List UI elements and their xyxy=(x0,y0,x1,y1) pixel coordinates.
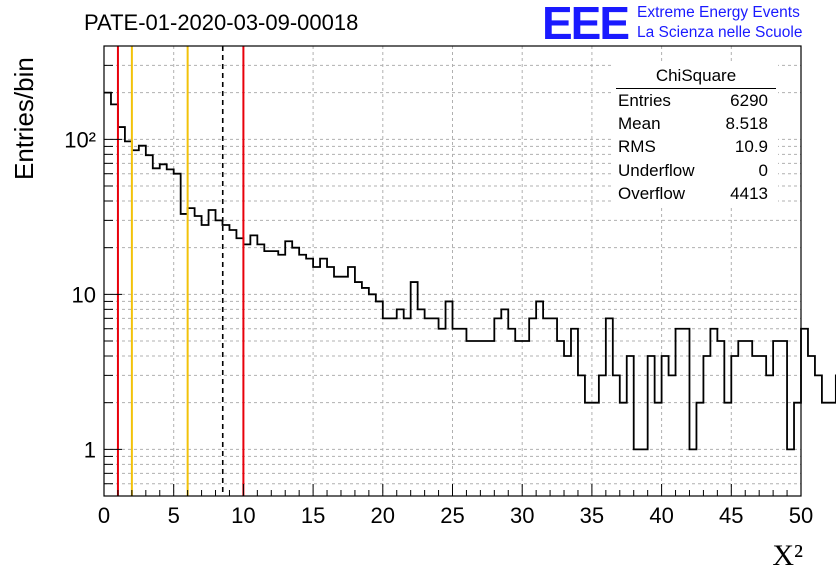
x-tick-label: 30 xyxy=(510,503,534,528)
x-tick-label: 0 xyxy=(98,503,110,528)
y-tick-label: 1 xyxy=(84,437,96,462)
histogram-series xyxy=(104,91,836,451)
logo-mark: EEE xyxy=(542,0,630,49)
x-tick-label: 40 xyxy=(649,503,673,528)
x-tick-label: 10 xyxy=(231,503,255,528)
x-tick-label: 50 xyxy=(789,503,813,528)
y-axis: 1 10 10² xyxy=(64,45,122,497)
stats-value: 10.9 xyxy=(734,137,768,157)
logo-line1: Extreme Energy Events xyxy=(637,4,800,21)
stats-key: Entries xyxy=(618,91,671,110)
y-tick-label: 10² xyxy=(64,127,96,152)
stats-key: RMS xyxy=(618,137,656,157)
x-tick-label: 45 xyxy=(719,503,743,528)
x-axis: 0 5 10 15 20 25 30 35 40 45 50 xyxy=(98,484,813,528)
x-tick-label: 20 xyxy=(371,503,395,528)
y-tick-label: 10 xyxy=(72,282,96,307)
stats-row-underflow: Underflow 0 xyxy=(612,159,778,182)
x-tick-label: 15 xyxy=(301,503,325,528)
stats-value: 8.518 xyxy=(725,114,768,134)
reference-lines xyxy=(116,46,245,496)
x-tick-label: 35 xyxy=(580,503,604,528)
stats-value: 0 xyxy=(758,160,768,180)
stats-key: Underflow xyxy=(618,160,695,180)
x-tick-label: 25 xyxy=(440,503,464,528)
stats-value: 4413 xyxy=(730,183,768,203)
x-axis-label: X² xyxy=(772,539,803,572)
stats-key: Overflow xyxy=(618,183,686,203)
x-tick-label: 5 xyxy=(168,503,180,528)
stats-box: ChiSquare Entries 6290 Mean 8.518 RMS 10… xyxy=(612,64,778,205)
stats-row-mean: Mean 8.518 xyxy=(612,112,778,135)
histogram-outline xyxy=(104,91,836,451)
stats-row-entries: Entries 6290 xyxy=(612,89,778,112)
stats-row-rms: RMS 10.9 xyxy=(612,135,778,158)
stats-row-overflow: Overflow 4413 xyxy=(612,182,778,205)
stats-value: 6290 xyxy=(730,91,768,110)
logo-line2: La Scienza nelle Scuole xyxy=(637,24,803,41)
stats-key: Mean xyxy=(618,114,661,134)
y-axis-label: Entries/bin xyxy=(9,57,39,180)
stats-title: ChiSquare xyxy=(616,64,776,89)
chart-title: PATE-01-2020-03-09-00018 xyxy=(84,10,359,35)
